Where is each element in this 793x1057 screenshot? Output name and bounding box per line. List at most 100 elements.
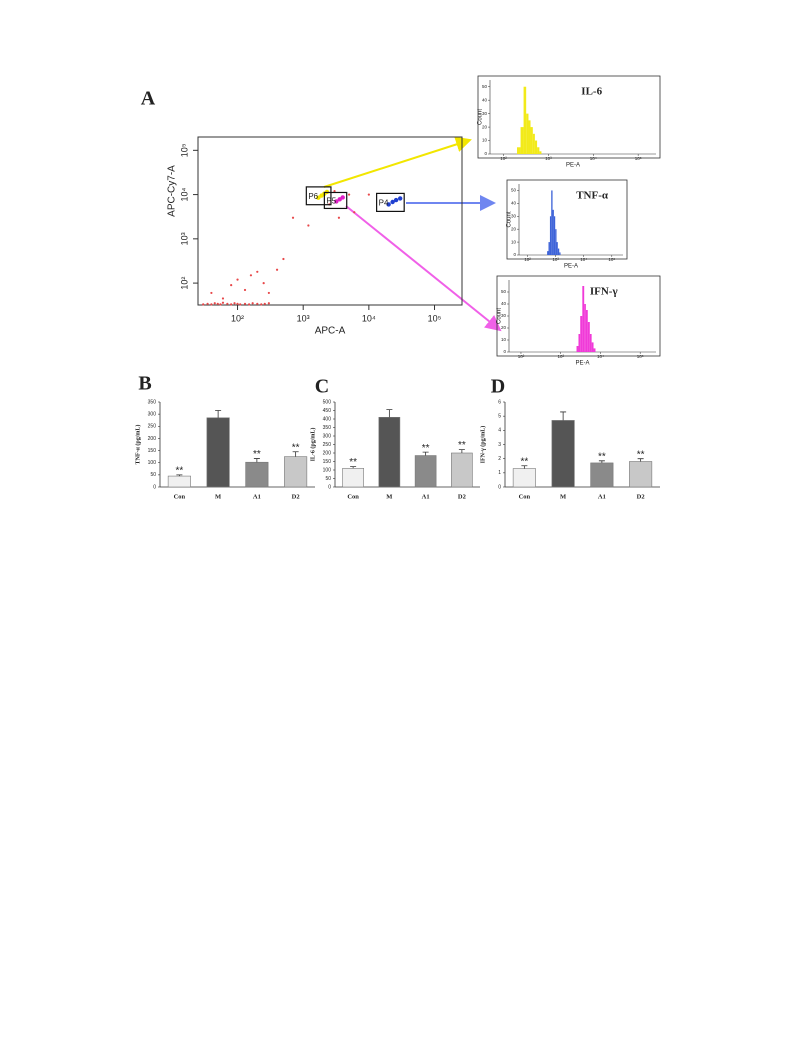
error-bar: [521, 465, 528, 469]
histogram-bar: [585, 310, 588, 352]
event-dot: [282, 257, 285, 261]
error-bar: [253, 458, 260, 463]
bar: [342, 467, 364, 488]
histogram-bar: [553, 216, 556, 255]
y-tick-label: 1: [498, 470, 501, 476]
histogram-bar: [593, 348, 596, 352]
event-dot: [307, 224, 310, 227]
histogram-bar: [539, 151, 542, 154]
y-tick-label: 50: [482, 84, 488, 89]
x-tick-label: Con: [174, 493, 186, 500]
x-axis-label: PE-A: [575, 361, 589, 367]
error-bar: [176, 474, 183, 477]
x-tick-label: A1: [598, 493, 606, 500]
event-dot: [390, 199, 395, 205]
histogram-bar: [580, 316, 583, 352]
event-dot: [256, 270, 259, 273]
bar: [551, 420, 575, 488]
event-dot: [267, 291, 270, 295]
y-tick-label: 0: [484, 151, 487, 156]
event-dot: [202, 303, 205, 306]
significance-mark: **: [422, 443, 430, 454]
histogram-bar: [576, 346, 579, 352]
y-tick-label: 10³: [179, 232, 189, 245]
x-tick-label: D2: [458, 493, 466, 500]
y-axis-label: IFN-γ (pg/mL): [479, 426, 486, 464]
bar: [590, 462, 614, 488]
error-bar: [292, 451, 299, 457]
y-tick-label: 0: [498, 484, 501, 490]
x-tick-label: 10⁴: [580, 257, 587, 262]
bar: [414, 455, 437, 488]
x-tick-label: 10³: [545, 156, 552, 161]
event-dot: [221, 297, 225, 300]
error-bar: [458, 449, 465, 453]
x-tick-label: 10²: [518, 354, 525, 359]
x-tick-label: 10²: [231, 313, 244, 323]
gate-label: P6: [308, 192, 318, 201]
bar: [512, 468, 536, 488]
panel-frame: [477, 75, 661, 159]
event-dot: [316, 195, 321, 200]
panel-label: D: [491, 376, 505, 398]
bar: [378, 416, 401, 488]
histogram-bar: [530, 127, 533, 154]
histogram-bar: [532, 133, 535, 154]
event-dot: [247, 303, 251, 306]
histogram-bar: [523, 86, 527, 154]
histogram-bar: [555, 229, 557, 255]
histogram-bar: [552, 209, 554, 255]
y-tick-label: 30: [501, 313, 507, 318]
histogram-bar: [589, 334, 592, 352]
arrow: [323, 136, 472, 188]
y-tick-label: 450: [323, 408, 332, 414]
event-dot: [221, 301, 225, 304]
bar: [451, 452, 473, 488]
y-tick-label: 200: [323, 450, 332, 456]
y-tick-label: 100: [323, 467, 332, 473]
event-dot: [243, 302, 247, 305]
event-dot: [213, 302, 216, 305]
histogram-bar: [556, 242, 558, 255]
y-tick-label: 6: [498, 399, 501, 405]
event-dot: [230, 284, 233, 287]
x-axis-label: PE-A: [566, 163, 580, 169]
y-tick-label: 10: [501, 337, 507, 342]
event-dot: [230, 303, 233, 306]
event-dot: [206, 302, 209, 305]
event-dot: [367, 193, 370, 196]
y-tick-label: 30: [482, 111, 488, 116]
x-tick-label: 10⁵: [608, 257, 615, 262]
significance-mark: **: [253, 449, 261, 460]
gate-label: P4: [379, 199, 389, 208]
x-tick-label: A1: [253, 493, 261, 500]
y-tick-label: 350: [323, 425, 332, 431]
gate: [323, 191, 348, 210]
event-dot: [236, 278, 239, 281]
event-dot: [256, 302, 259, 305]
event-dot: [334, 199, 339, 204]
histogram-bar: [520, 127, 524, 154]
y-tick-label: 0: [328, 484, 331, 490]
x-tick-label: M: [560, 493, 566, 500]
event-dot: [251, 302, 254, 305]
y-tick-label: 400: [323, 416, 332, 422]
error-bar: [215, 410, 222, 418]
panel-frame: [506, 179, 628, 260]
x-tick-label: D2: [637, 493, 645, 500]
histogram-bar: [559, 252, 561, 255]
event-dot: [262, 281, 265, 285]
x-tick-label: 10⁴: [362, 313, 376, 323]
panel-label: B: [138, 373, 151, 395]
event-dot: [275, 268, 279, 271]
significance-mark: **: [637, 449, 645, 460]
error-bar: [637, 458, 644, 462]
histogram-bar: [548, 242, 550, 255]
event-dot: [233, 302, 236, 305]
x-tick-label: D2: [292, 493, 300, 500]
y-tick-label: 250: [148, 424, 157, 430]
x-tick-label: M: [386, 493, 392, 500]
panel-label: C: [315, 376, 329, 398]
y-tick-label: 10²: [179, 277, 189, 290]
y-tick-label: 50: [511, 188, 517, 193]
